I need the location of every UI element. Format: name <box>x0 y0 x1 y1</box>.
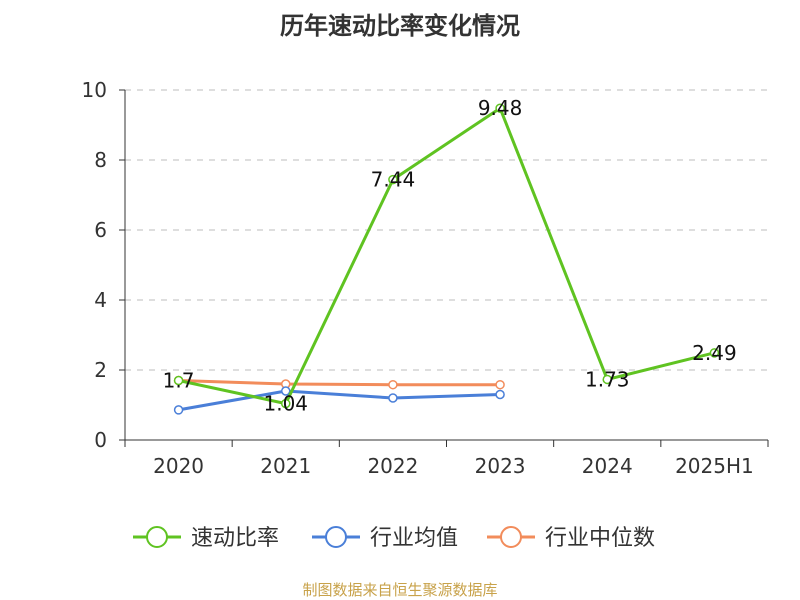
data-label: 1.73 <box>585 367 630 391</box>
x-tick-label: 2025H1 <box>675 454 754 478</box>
data-label: 1.7 <box>163 369 195 393</box>
data-label: 9.48 <box>478 96 523 120</box>
data-point <box>173 375 184 386</box>
axes: 0 2 4 6 8 10 2020 2021 2022 2023 2024 2025H1 <box>82 78 769 478</box>
data-point <box>495 379 505 390</box>
series-line-0 <box>178 106 715 406</box>
gridlines <box>125 89 768 371</box>
data-label: 2.49 <box>692 341 737 365</box>
legend: 速动比率 行业均值 行业中位数 <box>133 526 655 551</box>
legend-swatch-marker <box>325 526 347 548</box>
data-labels: 1.7 1.04 7.44 9.48 1.73 2.49 <box>163 96 737 415</box>
y-tick-label: 6 <box>94 218 107 242</box>
legend-label: 速动比率 <box>191 526 279 551</box>
series-lines <box>173 103 720 415</box>
source-note: 制图数据来自恒生聚源数据库 <box>302 581 498 599</box>
x-tick-label: 2023 <box>475 454 526 478</box>
data-point <box>388 379 398 390</box>
data-point <box>281 398 291 409</box>
y-tick-label: 10 <box>82 78 107 102</box>
x-tick-label: 2021 <box>260 454 311 478</box>
series-line-2 <box>178 379 501 387</box>
data-point <box>388 393 398 403</box>
x-tick-label: 2022 <box>367 454 418 478</box>
data-point <box>709 348 720 358</box>
data-point <box>495 389 505 400</box>
legend-swatch-marker <box>146 526 168 548</box>
y-tick-label: 0 <box>94 428 107 452</box>
data-label: 1.04 <box>263 392 308 416</box>
data-point <box>602 374 612 385</box>
legend-label: 行业中位数 <box>545 526 655 551</box>
y-tick-label: 8 <box>94 148 107 172</box>
data-point <box>281 386 291 396</box>
y-tick-label: 2 <box>94 358 107 382</box>
data-label: 7.44 <box>371 168 416 192</box>
data-point <box>173 405 184 415</box>
series-line-1 <box>178 389 501 412</box>
x-tick-label: 2024 <box>582 454 633 478</box>
legend-label: 行业均值 <box>370 526 458 551</box>
y-tick-label: 4 <box>94 288 107 312</box>
legend-swatch-marker <box>500 526 522 548</box>
chart-title: 历年速动比率变化情况 <box>280 12 520 40</box>
data-point <box>388 174 398 185</box>
data-point <box>495 103 505 113</box>
x-tick-label: 2020 <box>153 454 204 478</box>
